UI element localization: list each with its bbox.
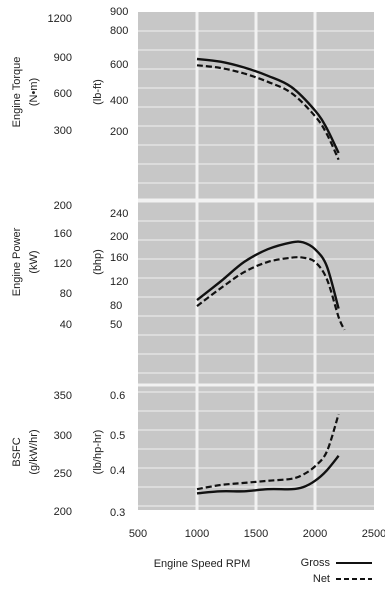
series-gross-engine-torque	[196, 57, 340, 154]
x-tick-label: 2000	[303, 528, 327, 540]
legend-label-gross: Gross	[301, 557, 331, 569]
secondary-tick-label: 0.4	[110, 465, 125, 477]
secondary-tick-label: 600	[110, 59, 128, 71]
secondary-tick-label: 160	[110, 252, 128, 264]
primary-tick-label: 80	[60, 288, 72, 300]
secondary-tick-label: 800	[110, 25, 128, 37]
series-gross-engine-power	[196, 240, 340, 309]
secondary-tick-label: 400	[110, 95, 128, 107]
x-tick-label: 1000	[185, 528, 209, 540]
primary-tick-label: 300	[54, 125, 72, 137]
secondary-tick-label: 0.3	[110, 507, 125, 519]
tick-labels: 500 1000 1500 2000 2500 1200 900 600 300 900 800 60…	[48, 6, 385, 540]
legend: Gross Net	[301, 557, 372, 585]
primary-tick-label: 900	[54, 52, 72, 64]
power-axis-labels: Engine Power (kW) (bhp)	[11, 227, 104, 296]
secondary-tick-label: 50	[110, 319, 122, 331]
secondary-tick-label: 200	[110, 231, 128, 243]
primary-tick-label: 600	[54, 88, 72, 100]
secondary-tick-label: 0.5	[110, 430, 125, 442]
series-lines	[196, 57, 346, 495]
primary-tick-label: 120	[54, 258, 72, 270]
primary-tick-label: 250	[54, 468, 72, 480]
torque-unit-primary: (N•m)	[28, 78, 40, 106]
bsfc-unit-secondary: (lb/hp-hr)	[92, 430, 104, 475]
primary-tick-label: 200	[54, 506, 72, 518]
x-axis-label: Engine Speed RPM	[154, 558, 251, 570]
primary-tick-label: 300	[54, 430, 72, 442]
torque-label: Engine Torque	[11, 57, 23, 128]
secondary-tick-label: 200	[110, 126, 128, 138]
primary-tick-label: 1200	[48, 13, 72, 25]
power-label: Engine Power	[11, 227, 23, 296]
primary-tick-label: 40	[60, 319, 72, 331]
primary-tick-label: 200	[54, 200, 72, 212]
series-gross-bsfc	[196, 455, 340, 495]
bsfc-unit-primary: (g/kW/hr)	[28, 429, 40, 474]
primary-tick-label: 350	[54, 390, 72, 402]
power-unit-secondary: (bhp)	[92, 249, 104, 275]
x-tick-label: 500	[129, 528, 147, 540]
x-tick-label: 2500	[362, 528, 385, 540]
secondary-tick-label: 120	[110, 276, 128, 288]
bsfc-label: BSFC	[11, 437, 23, 466]
x-tick-label: 1500	[244, 528, 268, 540]
series-net-bsfc	[196, 413, 340, 491]
power-unit-primary: (kW)	[28, 250, 40, 273]
series-net-engine-torque	[196, 64, 340, 161]
secondary-tick-label: 900	[110, 6, 128, 18]
bsfc-axis-labels: BSFC (g/kW/hr) (lb/hp-hr)	[11, 429, 104, 474]
legend-label-net: Net	[313, 573, 330, 585]
torque-axis-labels: Engine Torque (N•m) (lb-ft)	[11, 57, 104, 128]
primary-tick-label: 160	[54, 228, 72, 240]
secondary-tick-label: 80	[110, 300, 122, 312]
secondary-tick-label: 0.6	[110, 390, 125, 402]
torque-unit-secondary: (lb-ft)	[92, 79, 104, 105]
series-net-engine-power	[196, 256, 346, 331]
secondary-tick-label: 240	[110, 208, 128, 220]
